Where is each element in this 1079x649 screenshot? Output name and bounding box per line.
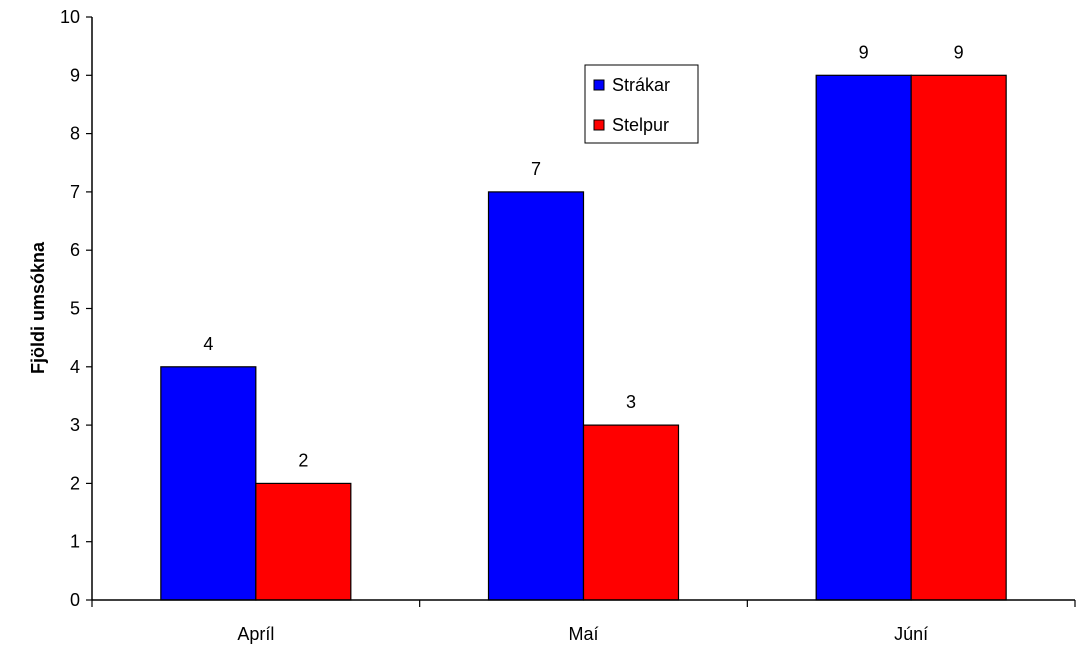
bar-0-0 (160, 366, 257, 601)
y-tick-label: 1 (70, 532, 80, 552)
bars-layer (160, 74, 1007, 601)
legend-swatch-girls (593, 119, 605, 131)
y-tick-label: 3 (70, 415, 80, 435)
bar-1-1 (582, 424, 680, 601)
y-axis-title: Fjöldi umsókna (28, 241, 48, 374)
y-tick-label: 0 (70, 590, 80, 610)
x-category-label: Júní (894, 624, 928, 644)
x-ticks-layer: Apríl Maí Júní (91, 600, 1076, 644)
legend: Strákar Stelpur (584, 64, 699, 144)
data-label-0-1: 7 (531, 159, 541, 179)
bar-1-2 (910, 74, 1007, 601)
data-label-1-0: 2 (298, 450, 308, 470)
bar-0-1 (487, 191, 585, 601)
data-label-0-0: 4 (203, 334, 213, 354)
bar-0-2 (815, 74, 912, 601)
y-tick-label: 6 (70, 240, 80, 260)
legend-label-girls: Stelpur (612, 115, 669, 135)
y-tick-label: 9 (70, 65, 80, 85)
legend-swatch-boys (593, 79, 605, 91)
y-tick-label: 10 (60, 7, 80, 27)
y-tick-label: 7 (70, 182, 80, 202)
data-label-1-2: 9 (954, 42, 964, 62)
y-tick-label: 4 (70, 357, 80, 377)
y-tick-label: 8 (70, 124, 80, 144)
bar-1-0 (255, 482, 352, 601)
y-ticks-layer: 0 1 2 3 4 5 6 7 8 9 10 (60, 7, 92, 610)
data-label-0-2: 9 (859, 42, 869, 62)
data-label-1-1: 3 (626, 392, 636, 412)
y-tick-label: 2 (70, 473, 80, 493)
data-labels-layer: 4 2 7 3 9 9 (203, 42, 963, 470)
x-category-label: Maí (568, 624, 598, 644)
x-category-label: Apríl (237, 624, 274, 644)
y-tick-label: 5 (70, 299, 80, 319)
legend-label-boys: Strákar (612, 75, 670, 95)
